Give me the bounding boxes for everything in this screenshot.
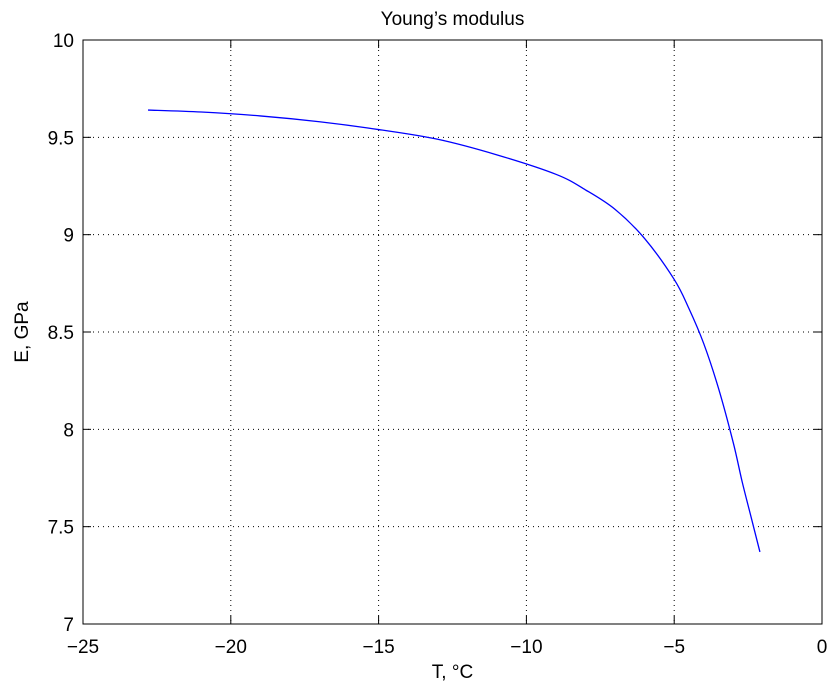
x-tick-label: −25	[67, 637, 99, 658]
x-tick-labels: −25 −20 −15 −10 −5 0	[67, 637, 827, 658]
y-tick-label: 7	[63, 615, 74, 636]
x-tick-label: −5	[663, 637, 685, 658]
y-tick-label: 9.5	[48, 128, 74, 149]
x-tick-label: −20	[215, 637, 247, 658]
x-tick-label: −10	[510, 637, 542, 658]
tick-marks	[82, 39, 823, 625]
x-tick-label: −15	[362, 637, 394, 658]
grid-lines	[83, 40, 822, 624]
series-line	[148, 109, 761, 553]
y-tick-label: 8.5	[48, 323, 74, 344]
x-tick-label: 0	[817, 637, 828, 658]
y-tick-label: 8	[63, 420, 74, 441]
y-tick-label: 9	[63, 226, 74, 247]
y-tick-labels: 7 7.5 8 8.5 9 9.5 10	[48, 31, 74, 636]
y-tick-label: 10	[53, 31, 74, 52]
x-axis-label: T, °C	[432, 662, 473, 683]
chart-title: Young’s modulus	[381, 9, 525, 30]
y-axis-label: E, GPa	[12, 301, 33, 363]
y-tick-label: 7.5	[48, 518, 74, 539]
